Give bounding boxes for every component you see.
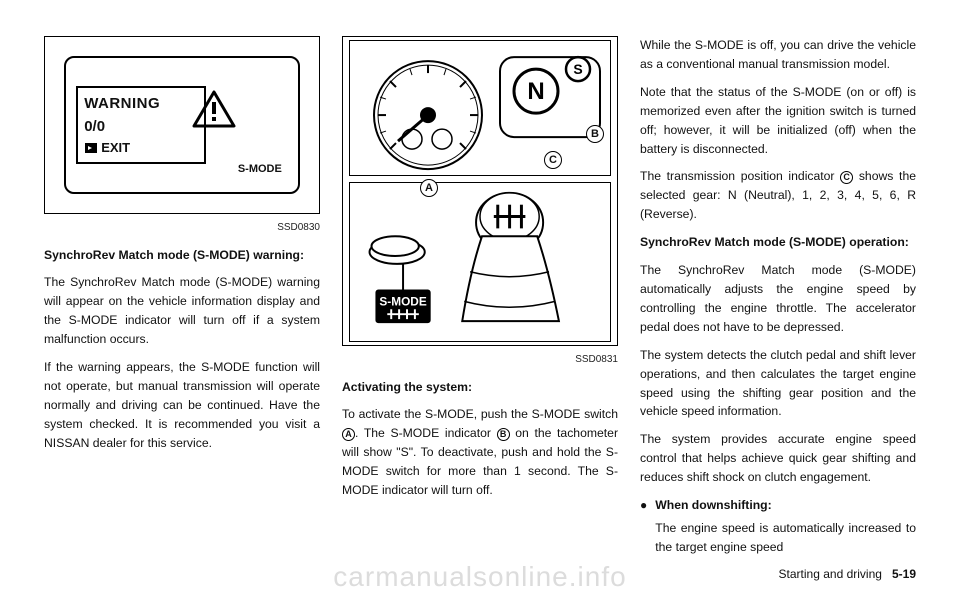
exit-label: EXIT — [84, 138, 198, 158]
col3-para-1: While the S-MODE is off, you can drive t… — [640, 36, 916, 74]
column-3: While the S-MODE is off, you can drive t… — [640, 36, 916, 563]
shifter-panel: S-MODE A — [349, 182, 611, 342]
bullet-downshift: ● When downshifting: The engine speed is… — [640, 496, 916, 557]
figure-b-code: SSD0831 — [342, 352, 618, 368]
callout-c: C — [544, 151, 562, 169]
warning-triangle-icon — [192, 90, 236, 130]
col2-heading: Activating the system: — [342, 378, 618, 397]
warning-label: WARNING — [84, 92, 198, 115]
figure-a-code: SSD0830 — [44, 220, 320, 236]
svg-text:S: S — [573, 61, 582, 77]
inline-callout-c: C — [840, 171, 853, 184]
col3-para-3: The transmission position indicator C sh… — [640, 167, 916, 224]
smode-label: S-MODE — [238, 161, 282, 178]
bullet-body: The engine speed is automatically increa… — [655, 519, 916, 557]
footer-page: 5-19 — [892, 567, 916, 581]
bullet-heading: When downshifting: — [655, 498, 771, 512]
gear-letter: N — [527, 78, 544, 105]
bullet-text: When downshifting: The engine speed is a… — [655, 496, 916, 557]
col2-p1a: To activate the S-MODE, push the S-MODE … — [342, 407, 618, 421]
exit-text: EXIT — [101, 138, 130, 158]
tachometer-panel: N S B C — [349, 40, 611, 176]
col2-p1b: . The S-MODE indicator — [355, 426, 497, 440]
manual-page: WARNING 0/0 EXIT S-MODE SSD08 — [0, 0, 960, 611]
inline-callout-a: A — [342, 428, 355, 441]
footer-section: Starting and driving — [779, 567, 882, 581]
col3-para-5: The system detects the clutch pedal and … — [640, 346, 916, 422]
col3-p3a: The transmission position indicator — [640, 169, 840, 183]
page-footer: Starting and driving 5-19 — [779, 567, 916, 581]
inline-callout-b: B — [497, 428, 510, 441]
col2-para-1: To activate the S-MODE, push the S-MODE … — [342, 405, 618, 500]
col3-para-4: The SynchroRev Match mode (S-MODE) autom… — [640, 261, 916, 337]
exit-icon — [84, 142, 98, 154]
warning-screen: WARNING 0/0 EXIT S-MODE — [64, 56, 300, 193]
bullet-dot-icon: ● — [640, 496, 647, 557]
col3-heading: SynchroRev Match mode (S-MODE) operation… — [640, 233, 916, 252]
column-1: WARNING 0/0 EXIT S-MODE SSD08 — [44, 36, 320, 563]
warning-count: 0/0 — [84, 115, 198, 138]
col3-para-2: Note that the status of the S-MODE (on o… — [640, 83, 916, 159]
column-2: N S B C — [342, 36, 618, 563]
col3-para-6: The system provides accurate engine spee… — [640, 430, 916, 487]
col1-heading: SynchroRev Match mode (S-MODE) warning: — [44, 246, 320, 265]
figure-tach-shifter: N S B C — [342, 36, 618, 346]
col1-para-1: The SynchroRev Match mode (S-MODE) warni… — [44, 273, 320, 349]
figure-warning-display: WARNING 0/0 EXIT S-MODE — [44, 36, 320, 214]
callout-b: B — [586, 125, 604, 143]
col1-para-2: If the warning appears, the S-MODE funct… — [44, 358, 320, 453]
shifter-svg: S-MODE — [350, 183, 610, 341]
svg-text:S-MODE: S-MODE — [379, 294, 426, 308]
tachometer-svg: N S — [350, 41, 610, 175]
column-layout: WARNING 0/0 EXIT S-MODE SSD08 — [44, 36, 916, 563]
warning-text-box: WARNING 0/0 EXIT — [76, 86, 206, 165]
